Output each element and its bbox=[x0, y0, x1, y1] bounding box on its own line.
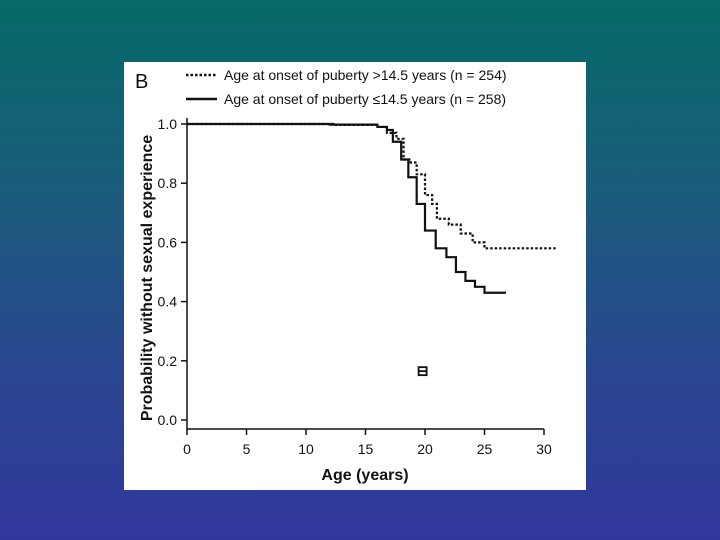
y-tick-label: 0.4 bbox=[158, 294, 178, 310]
x-tick-label: 0 bbox=[183, 441, 191, 457]
axes bbox=[186, 118, 544, 430]
series-line-early-puberty bbox=[187, 122, 506, 294]
panel-label: B bbox=[135, 71, 148, 93]
x-tick-label: 15 bbox=[358, 441, 374, 457]
legend-label-late: Age at onset of puberty >14.5 years (n =… bbox=[224, 67, 507, 83]
series-line-late-puberty bbox=[187, 122, 556, 250]
x-tick-label: 30 bbox=[536, 441, 552, 457]
y-tick-label: 0.6 bbox=[158, 234, 178, 250]
y-tick-label: 0.2 bbox=[158, 353, 178, 369]
figure-panel: B Age at onset of puberty >14.5 years (n… bbox=[124, 62, 586, 490]
y-axis-title: Probability without sexual experience bbox=[139, 135, 156, 421]
legend-label-early: Age at onset of puberty ≤14.5 years (n =… bbox=[224, 91, 506, 107]
x-tick-label: 5 bbox=[243, 441, 251, 457]
legend: Age at onset of puberty >14.5 years (n =… bbox=[186, 67, 507, 107]
x-ticks: 0 5 10 15 20 25 30 bbox=[183, 429, 552, 457]
y-tick-label: 1.0 bbox=[158, 116, 178, 132]
x-axis-title: Age (years) bbox=[321, 467, 408, 484]
y-tick-label: 0.0 bbox=[158, 412, 178, 428]
y-tick-label: 0.8 bbox=[158, 175, 178, 191]
y-ticks: 0.0 0.2 0.4 0.6 0.8 1.0 bbox=[158, 116, 187, 428]
km-chart: B Age at onset of puberty >14.5 years (n… bbox=[135, 67, 556, 484]
x-tick-label: 10 bbox=[298, 441, 314, 457]
series-layer bbox=[187, 122, 556, 377]
x-tick-label: 20 bbox=[417, 441, 433, 457]
x-tick-label: 25 bbox=[477, 441, 493, 457]
